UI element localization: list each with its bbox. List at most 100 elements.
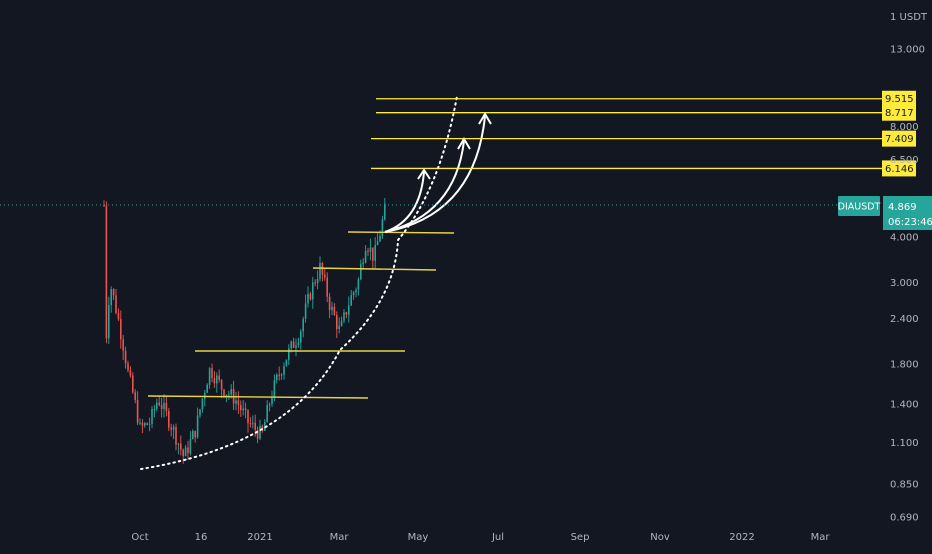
target-level-value: 9.515 — [885, 94, 914, 105]
support-line-1[interactable] — [147, 395, 369, 399]
candle-body — [170, 427, 172, 430]
candle-body — [304, 303, 307, 319]
candle-body — [213, 378, 216, 384]
y-tick-label: 13.000 — [890, 45, 925, 56]
candle-body — [273, 380, 276, 398]
candle-body — [292, 341, 295, 348]
target-arrow-2[interactable] — [384, 140, 465, 233]
candle-body — [256, 429, 259, 439]
candle-body — [146, 423, 148, 425]
candle-body — [144, 423, 146, 426]
candle-body — [350, 295, 352, 306]
candle-body — [336, 314, 338, 329]
candle-body — [295, 345, 297, 348]
candle-body — [290, 341, 292, 349]
candle-body — [230, 389, 232, 395]
candle-body — [309, 293, 312, 300]
candle-body — [153, 408, 156, 410]
candle-body — [316, 278, 319, 284]
candle-body — [112, 289, 115, 296]
candle-body — [105, 205, 108, 339]
candle-body — [302, 318, 304, 332]
candle-body — [108, 304, 110, 339]
candle-body — [300, 331, 302, 343]
candle-body — [103, 205, 105, 207]
symbol-badge-text: DIAUSDT — [838, 202, 881, 213]
last-price-badge-group: DIAUSDT 4.869 06:23:46 — [838, 196, 932, 230]
candle-body — [115, 295, 117, 313]
candle-body — [134, 392, 136, 400]
parabolic-curve[interactable] — [140, 95, 458, 470]
candle-body — [136, 399, 139, 423]
candle-body — [223, 389, 225, 397]
candle-body — [165, 402, 168, 411]
candle-body — [369, 247, 372, 252]
candle-body — [228, 394, 230, 396]
candle-body — [204, 392, 206, 399]
candle-body — [180, 443, 182, 450]
candle-body — [151, 408, 153, 424]
x-tick-label: Sep — [571, 532, 590, 543]
candle-body — [148, 423, 151, 425]
candle-body — [194, 430, 196, 438]
candle-body — [297, 342, 300, 346]
candle-body — [124, 350, 127, 364]
support-line-4[interactable] — [347, 231, 455, 234]
candle-body — [259, 425, 261, 439]
candle-body — [163, 402, 165, 410]
candle-body — [278, 374, 280, 376]
candle-body — [352, 292, 355, 296]
y-tick-label: 3.000 — [890, 278, 919, 289]
candles-layer — [103, 198, 386, 464]
candle-body — [132, 375, 134, 393]
candle-body — [249, 423, 252, 425]
candle-body — [177, 443, 180, 445]
candle-body — [158, 402, 160, 406]
candle-body — [379, 236, 381, 242]
candle-body — [285, 359, 288, 367]
candle-body — [184, 447, 187, 457]
price-axis[interactable]: 13.000 8.000 6.500 4.000 3.000 2.400 1.800 1.40… — [890, 45, 925, 524]
candle-body — [237, 400, 240, 406]
candle-body — [168, 410, 170, 428]
candle-body — [288, 348, 290, 360]
target-level-badge — [882, 90, 916, 107]
candle-body — [324, 274, 326, 278]
candle-body — [271, 397, 273, 405]
axis-unit-label: 1 USDT — [890, 12, 928, 23]
candle-body — [348, 305, 350, 315]
support-line-3[interactable] — [312, 267, 437, 271]
candle-body — [381, 219, 384, 237]
candle-body — [139, 422, 141, 424]
y-tick-label: 0.850 — [890, 479, 919, 490]
candle-body — [283, 366, 285, 375]
y-tick-label: 1.400 — [890, 400, 919, 411]
time-axis[interactable]: Oct 16 2021 Mar May Jul Sep Nov 2022 Mar — [131, 532, 830, 543]
candle-body — [196, 415, 199, 438]
y-tick-label: 1.100 — [890, 438, 919, 449]
target-level-value: 6.146 — [885, 164, 914, 175]
arrow-head-1 — [417, 168, 431, 180]
candle-body — [201, 398, 204, 410]
symbol-badge — [838, 196, 880, 216]
candle-body — [343, 312, 345, 321]
candle-body — [360, 264, 362, 280]
candle-body — [345, 312, 348, 315]
x-tick-label: Nov — [650, 532, 670, 543]
candle-body — [206, 384, 208, 393]
y-tick-label: 6.500 — [890, 155, 919, 166]
candle-body — [189, 439, 192, 454]
candle-body — [120, 319, 122, 340]
candle-body — [160, 405, 163, 410]
x-tick-label: 2022 — [729, 532, 754, 543]
candle-body — [268, 404, 271, 406]
candle-body — [182, 449, 184, 457]
candle-body — [216, 375, 218, 384]
candle-body — [252, 422, 254, 424]
candle-body — [376, 241, 379, 246]
bar-countdown: 06:23:46 — [888, 217, 932, 228]
candle-body — [129, 370, 132, 376]
